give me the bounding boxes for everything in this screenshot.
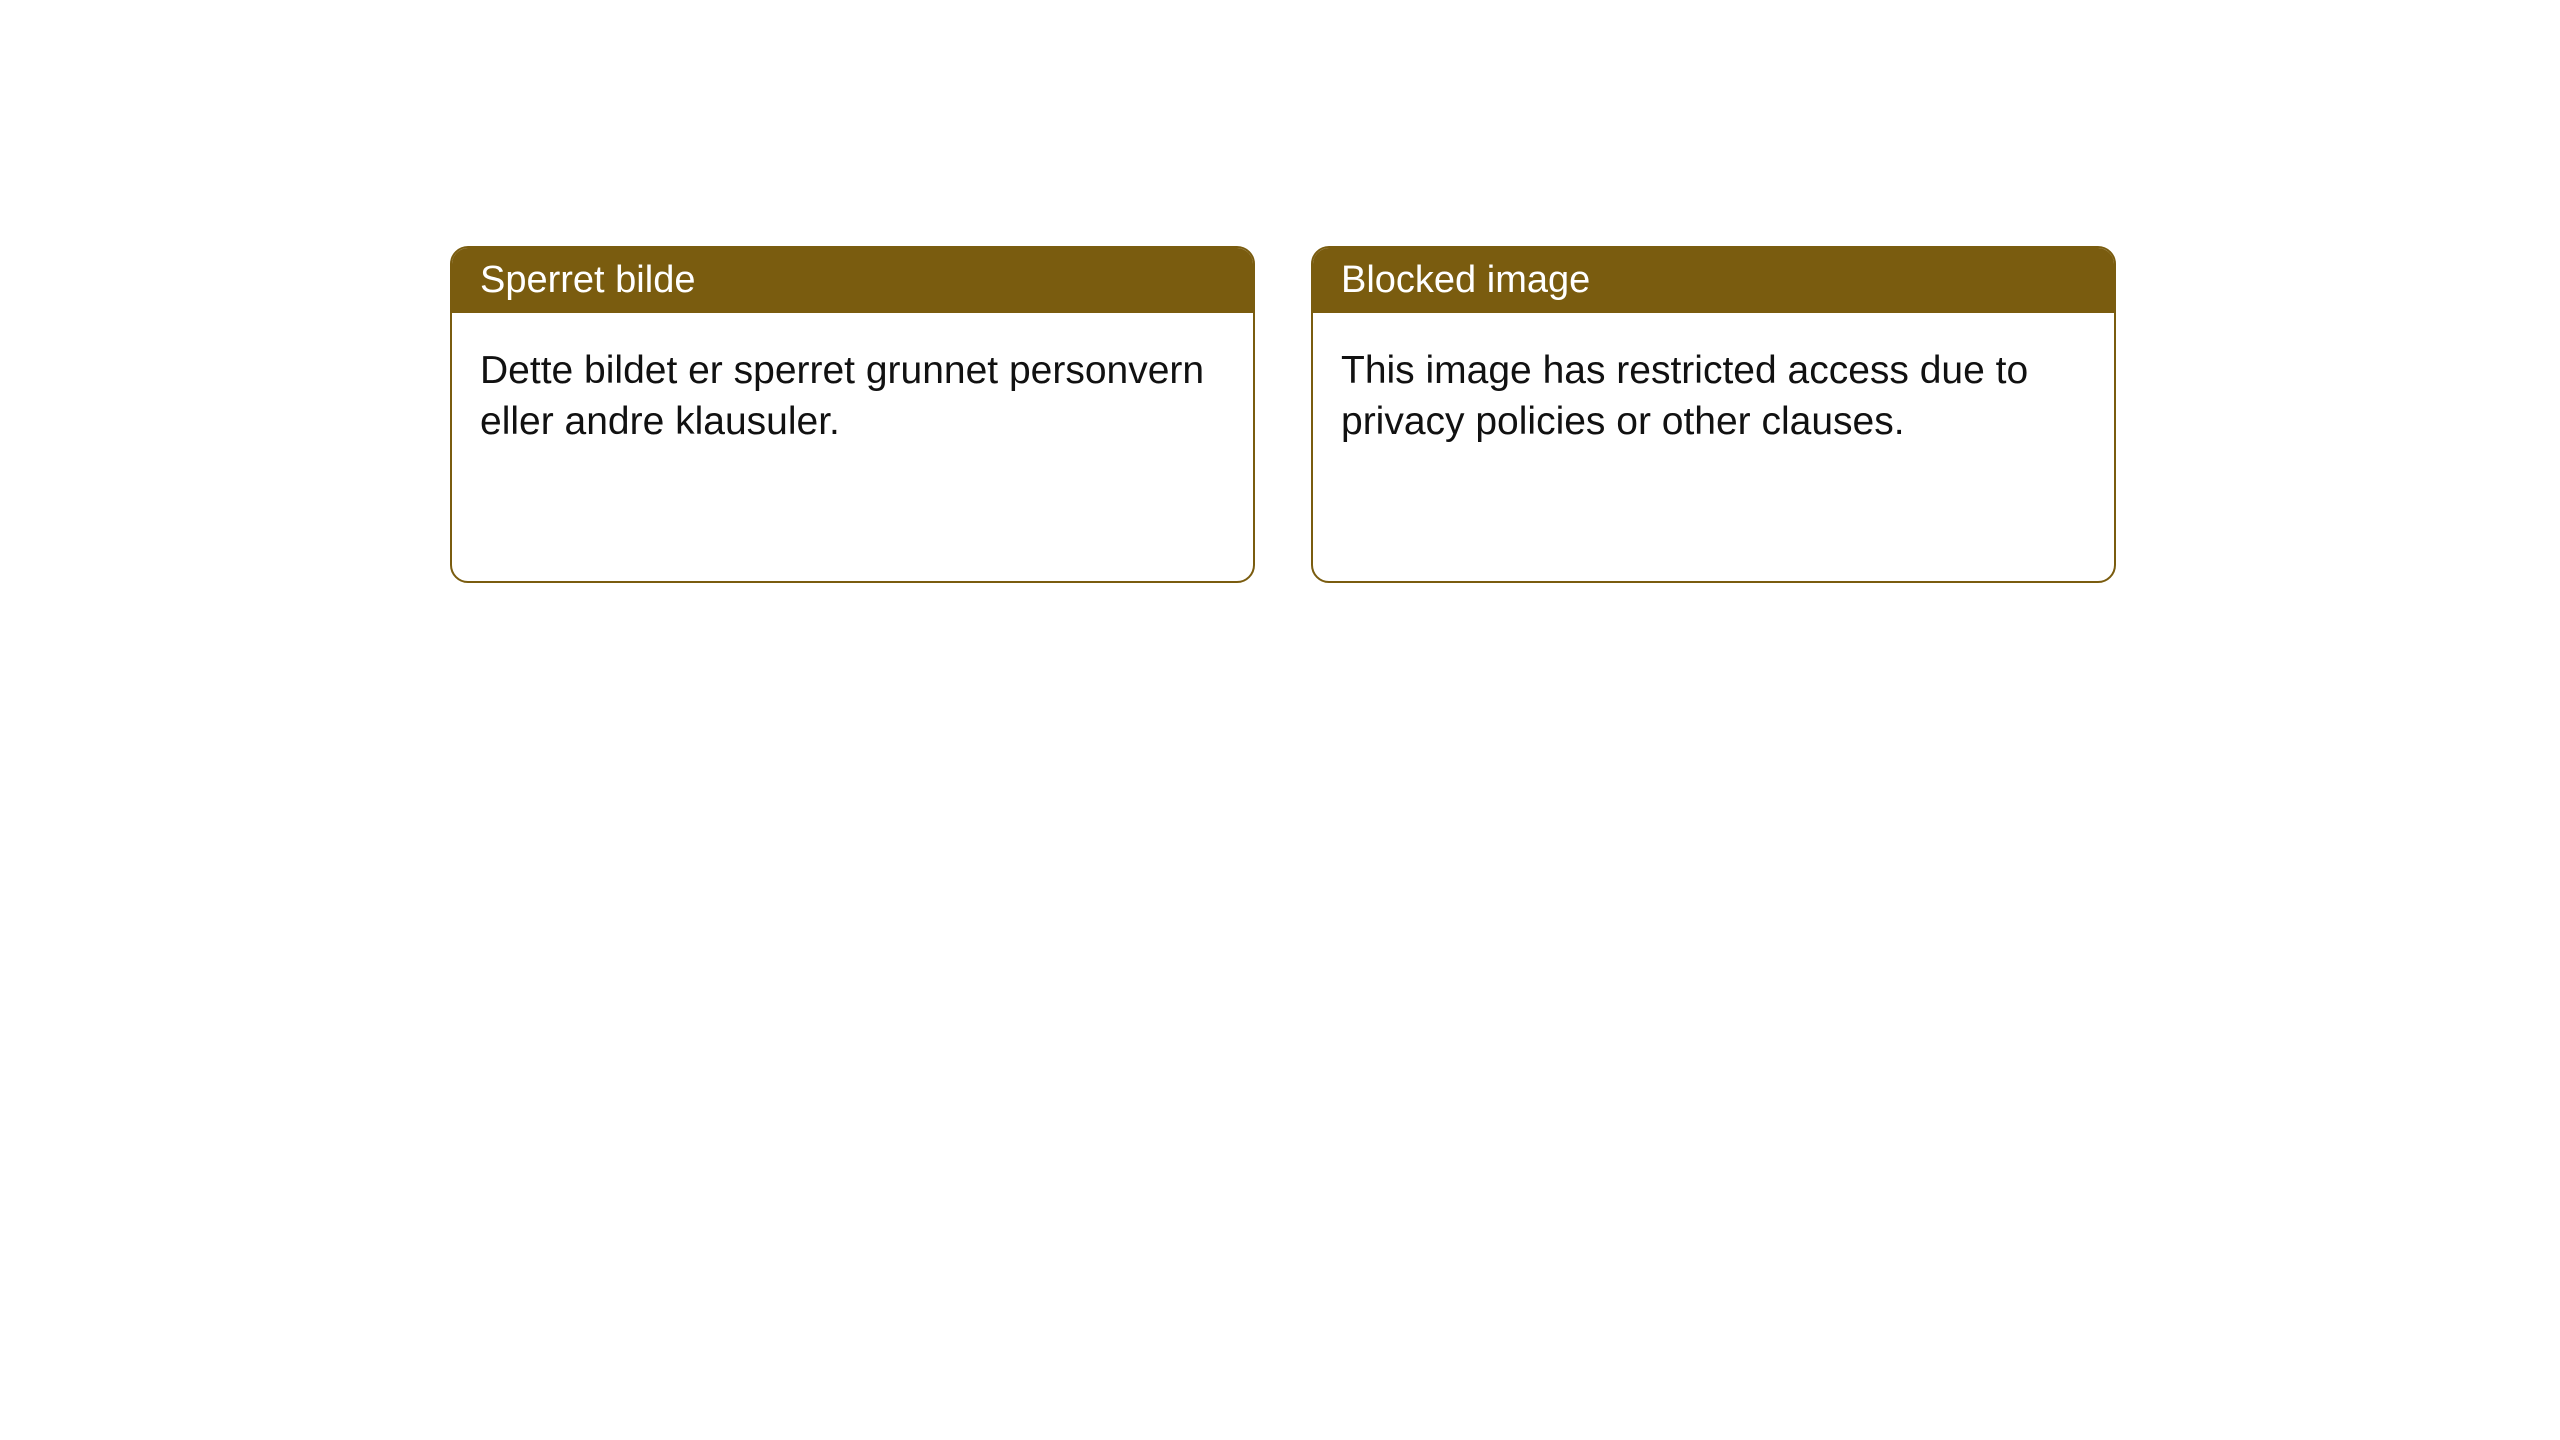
card-header-norwegian: Sperret bilde (452, 248, 1253, 313)
blocked-image-card-norwegian: Sperret bilde Dette bildet er sperret gr… (450, 246, 1255, 583)
notice-container: Sperret bilde Dette bildet er sperret gr… (0, 0, 2560, 583)
card-body-english: This image has restricted access due to … (1313, 313, 2114, 480)
card-header-english: Blocked image (1313, 248, 2114, 313)
card-body-norwegian: Dette bildet er sperret grunnet personve… (452, 313, 1253, 480)
blocked-image-card-english: Blocked image This image has restricted … (1311, 246, 2116, 583)
